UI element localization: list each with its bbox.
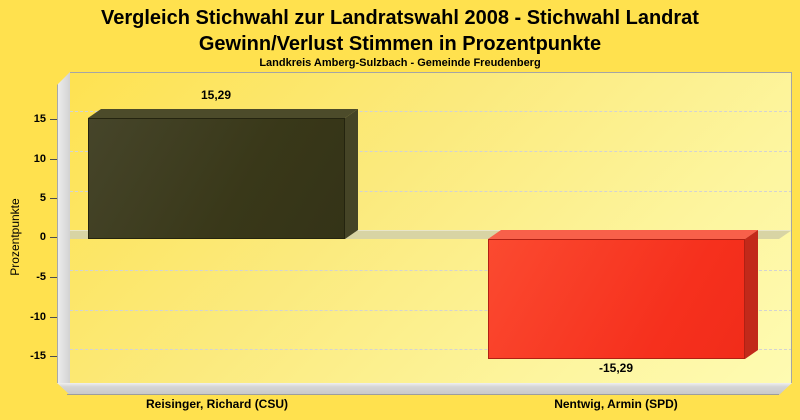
bar-csu-top-face [88, 109, 358, 118]
y-tick-label-m10: -10 [30, 311, 46, 323]
gridline-m10 [70, 310, 791, 311]
chart-subtitle: Landkreis Amberg-Sulzbach - Gemeinde Fre… [259, 57, 541, 69]
plot-region: 15,29 -15,29 [70, 72, 792, 383]
y-tick-label-15: 15 [33, 113, 46, 125]
y-tick-mark [50, 356, 57, 357]
x-category-label-csu: Reisinger, Richard (CSU) [145, 397, 289, 411]
bar-csu [88, 118, 345, 239]
bar-spd-value-label: -15,29 [598, 361, 634, 375]
y-tick-mark [50, 159, 57, 160]
plot-floor-edge [67, 394, 779, 395]
chart-title-line2: Gewinn/Verlust Stimmen in Prozentpunkte [198, 33, 602, 55]
bar-spd-top-face [488, 230, 758, 239]
y-tick-label-m5: -5 [36, 271, 46, 283]
y-tick-label-10: 10 [33, 153, 46, 165]
plot-floor-3d [57, 383, 792, 395]
y-tick-mark [50, 277, 57, 278]
y-tick-mark [50, 237, 57, 238]
y-tick-mark [50, 198, 57, 199]
gridline-m5 [70, 270, 791, 271]
chart-title-line1: Vergleich Stichwahl zur Landratswahl 200… [101, 7, 699, 29]
gridline-10 [70, 151, 791, 152]
plot-left-wall-3d [57, 72, 70, 383]
gridline-5 [70, 191, 791, 192]
bar-spd-side-face [745, 230, 758, 359]
gridline-m15 [70, 349, 791, 350]
chart-area: 15,29 -15,29 [57, 72, 792, 395]
y-tick-label-5: 5 [39, 192, 46, 204]
y-tick-mark [50, 317, 57, 318]
bar-csu-value-label: 15,29 [200, 88, 232, 102]
zero-plane-3d [70, 230, 792, 239]
bar-csu-side-face [345, 109, 358, 239]
bar-spd [488, 239, 745, 359]
y-tick-label-0: 0 [39, 231, 46, 243]
y-tick-label-m15: -15 [30, 350, 46, 362]
x-category-label-spd: Nentwig, Armin (SPD) [554, 397, 678, 411]
y-tick-mark [50, 119, 57, 120]
gridline-15 [70, 111, 791, 112]
